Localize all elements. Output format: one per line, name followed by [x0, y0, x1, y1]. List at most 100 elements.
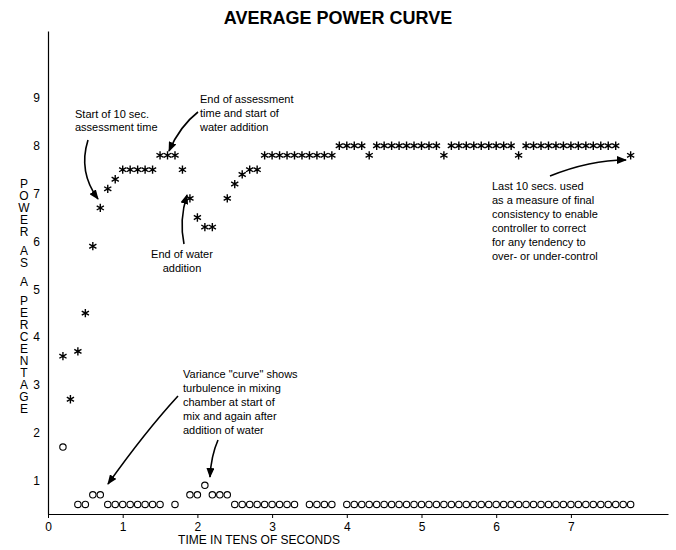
y-tick: 3 — [33, 378, 48, 392]
circle-point — [381, 501, 387, 507]
asterisk-point — [537, 142, 544, 150]
asterisk-point — [418, 142, 425, 150]
annotation-text: for any tendency to — [492, 236, 586, 248]
asterisk-point — [485, 142, 492, 150]
annotation: Variance "curve" showsturbulence in mixi… — [108, 368, 298, 484]
circle-point — [583, 501, 589, 507]
asterisk-point — [298, 151, 305, 159]
circle-point — [530, 501, 536, 507]
x-tick-label: 3 — [269, 520, 276, 534]
y-tick-label: 3 — [33, 378, 40, 392]
circle-point — [82, 501, 88, 507]
y-tick-label: 5 — [33, 283, 40, 297]
asterisk-point — [597, 142, 604, 150]
asterisk-point — [164, 151, 171, 159]
circle-point — [493, 501, 499, 507]
asterisk-point — [605, 142, 612, 150]
y-tick: 2 — [33, 426, 48, 440]
annotation-text: End of assessment — [200, 93, 294, 105]
annotation-text: End of water — [151, 248, 213, 260]
circle-point — [605, 501, 611, 507]
y-axis: 123456789 — [33, 32, 48, 515]
asterisk-point — [291, 151, 298, 159]
asterisk-point — [261, 151, 268, 159]
circle-point — [97, 492, 103, 498]
asterisk-point — [254, 166, 261, 174]
x-tick: 1 — [120, 514, 127, 534]
asterisk-point — [156, 151, 163, 159]
series — [60, 444, 634, 508]
asterisk-point — [127, 166, 134, 174]
y-tick: 7 — [33, 187, 48, 201]
x-axis: 01234567 — [45, 514, 668, 534]
y-tick-label: 4 — [33, 330, 40, 344]
y-tick: 9 — [33, 91, 48, 105]
circle-point — [403, 501, 409, 507]
y-tick-label: 6 — [33, 235, 40, 249]
asterisk-point — [321, 151, 328, 159]
x-tick: 4 — [344, 514, 351, 534]
asterisk-point — [194, 213, 201, 221]
circle-point — [187, 492, 193, 498]
annotations: Start of 10 sec.assessment time End of as… — [75, 93, 626, 484]
asterisk-point — [575, 142, 582, 150]
y-tick: 1 — [33, 474, 48, 488]
annotation-text: Variance "curve" shows — [183, 368, 298, 380]
asterisk-point — [627, 151, 634, 159]
circle-point — [276, 501, 282, 507]
y-tick-label: 7 — [33, 187, 40, 201]
asterisk-point — [276, 151, 283, 159]
y-tick-label: 1 — [33, 474, 40, 488]
asterisk-point — [74, 347, 81, 355]
circle-point — [269, 501, 275, 507]
circle-point — [329, 501, 335, 507]
asterisk-point — [515, 151, 522, 159]
y-tick-label: 2 — [33, 426, 40, 440]
y-tick-label: 9 — [33, 91, 40, 105]
asterisk-point — [612, 142, 619, 150]
x-tick-mark — [197, 514, 198, 518]
circle-point — [373, 501, 379, 507]
y-tick: 6 — [33, 235, 48, 249]
asterisk-point — [134, 166, 141, 174]
circle-point — [478, 501, 484, 507]
asterisk-point — [171, 151, 178, 159]
circle-point — [217, 492, 223, 498]
circle-point — [261, 501, 267, 507]
annotation-text: water addition — [199, 121, 269, 133]
annotation-arrow — [169, 112, 198, 151]
asterisk-point — [381, 142, 388, 150]
circle-point — [613, 501, 619, 507]
circle-point — [545, 501, 551, 507]
asterisk-point — [500, 142, 507, 150]
circle-point — [314, 501, 320, 507]
circle-point — [396, 501, 402, 507]
circle-point — [411, 501, 417, 507]
circle-point — [523, 501, 529, 507]
y-tick: 5 — [33, 283, 48, 297]
circle-point — [239, 501, 245, 507]
asterisk-point — [373, 142, 380, 150]
circle-point — [560, 501, 566, 507]
circle-point — [448, 501, 454, 507]
asterisk-point — [209, 223, 216, 231]
x-axis-line — [49, 514, 669, 515]
asterisk-point — [306, 151, 313, 159]
asterisk-point — [67, 395, 74, 403]
circle-point — [456, 501, 462, 507]
asterisk-point — [82, 309, 89, 317]
annotation-text: Last 10 secs. used — [492, 180, 584, 192]
asterisk-point — [552, 142, 559, 150]
annotation: Start of 10 sec.assessment time — [75, 108, 158, 199]
annotation-text: Start of 10 sec. — [75, 108, 149, 120]
circle-point — [627, 501, 633, 507]
asterisk-point — [366, 151, 373, 159]
circle-point — [590, 501, 596, 507]
x-tick-label: 6 — [493, 520, 500, 534]
circle-point — [224, 492, 230, 498]
annotation-text: mix and again after — [183, 410, 277, 422]
asterisk-point — [239, 170, 246, 178]
asterisk-point — [283, 151, 290, 159]
asterisk-point — [522, 142, 529, 150]
x-tick: 0 — [45, 514, 52, 534]
